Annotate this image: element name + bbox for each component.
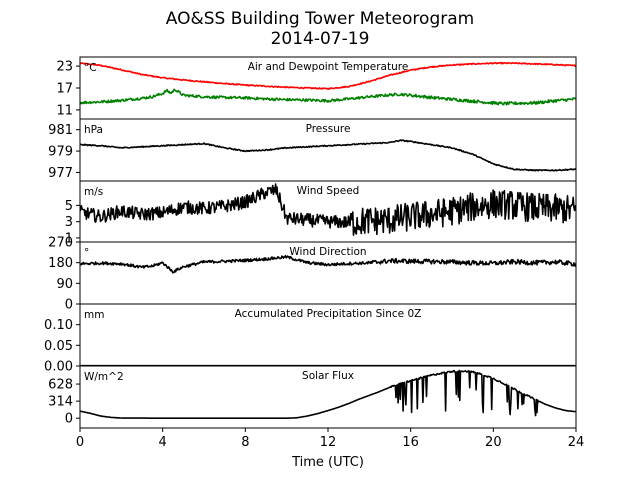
solar-unit: W/m^2	[84, 371, 124, 383]
xtick-label: 4	[159, 435, 167, 450]
wind_dir-ytick-label: 0	[65, 298, 73, 313]
precip-unit: mm	[84, 309, 104, 321]
xtick-label: 16	[402, 435, 419, 450]
temp-title: Air and Dewpoint Temperature	[248, 61, 409, 73]
xtick-label: 20	[485, 435, 502, 450]
wind_speed-ytick-label: 1	[65, 231, 73, 246]
wind_speed-series-1-line	[80, 183, 576, 236]
chart-title: AO&SS Building Tower Meteorogram	[166, 9, 474, 29]
precip-ytick-label: 0.05	[44, 339, 73, 354]
temp-ytick-label: 23	[56, 60, 73, 75]
panel-precip: 0.00 0.05 0.10 mm Accumulated Precipitation …	[44, 303, 577, 375]
wind_speed-ytick-label: 3	[65, 215, 73, 230]
temp-unit: °C	[84, 62, 97, 74]
solar-ytick-label: 0	[65, 412, 73, 427]
xtick-label: 8	[241, 435, 249, 450]
wind_dir-ytick-label: 180	[48, 256, 73, 271]
pressure-ytick-label: 981	[48, 123, 73, 138]
panel-solar: 0 314 628 W/m^2 Solar Flux	[48, 365, 577, 429]
pressure-series-1-line	[80, 139, 576, 172]
solar-title: Solar Flux	[302, 370, 354, 382]
pressure-title: Pressure	[306, 123, 351, 135]
pressure-unit: hPa	[84, 124, 103, 136]
wind_dir-unit: °	[84, 247, 89, 259]
wind_dir-title: Wind Direction	[289, 246, 366, 258]
wind_dir-series-1-line	[80, 254, 576, 274]
panel-wind_speed: 135 m/s Wind Speed	[65, 180, 577, 246]
wind_speed-title: Wind Speed	[297, 185, 360, 197]
x-axis: 0 4 8 12 16 20 24	[76, 428, 584, 450]
pressure-ytick-label: 977	[48, 166, 73, 181]
temp-ytick-label: 17	[56, 82, 73, 97]
wind_dir-ytick-label: 270	[48, 236, 73, 251]
x-axis-label: Time (UTC)	[291, 455, 364, 470]
temp-series-2-line	[80, 88, 576, 106]
panel-temp: 11 17 23 °C Air and Dewpoint Temperature	[56, 56, 577, 120]
solar-ytick-label: 628	[48, 378, 73, 393]
wind_dir-ytick-label: 90	[56, 277, 73, 292]
solar-series-1-line	[80, 369, 576, 420]
wind_speed-ytick-label: 5	[65, 199, 73, 214]
temp-ytick-label: 11	[56, 103, 73, 118]
pressure-ytick-label: 979	[48, 145, 73, 160]
xtick-label: 12	[320, 435, 337, 450]
wind_speed-unit: m/s	[84, 186, 103, 198]
precip-ytick-label: 0.00	[44, 360, 73, 375]
precip-ytick-label: 0.10	[44, 318, 73, 333]
solar-ytick-label: 314	[48, 395, 73, 410]
panel-wind_dir: 0 90 180 270 ° Wind Direction	[48, 236, 577, 313]
xtick-label: 24	[568, 435, 585, 450]
precip-title: Accumulated Precipitation Since 0Z	[235, 308, 422, 320]
panel-pressure: 977 979 981 hPa Pressure	[48, 118, 577, 182]
chart-subtitle: 2014-07-19	[271, 29, 370, 49]
temp-series-1-line	[80, 61, 576, 90]
xtick-label: 0	[76, 435, 84, 450]
